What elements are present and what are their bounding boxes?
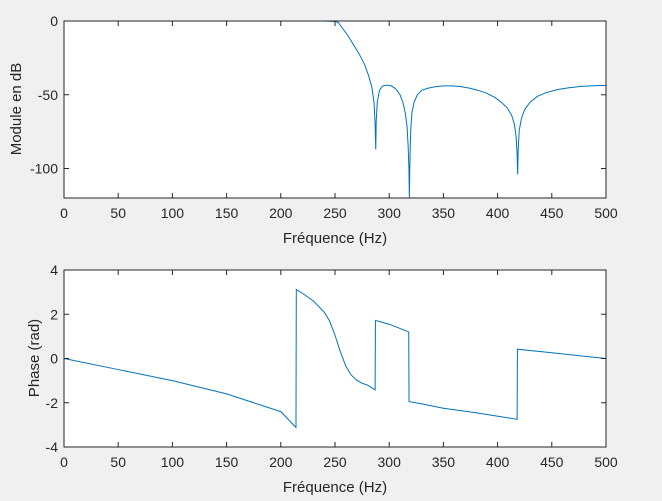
phase-xtick-label: 150 [215, 454, 239, 470]
magnitude-xtick-label: 50 [110, 205, 126, 221]
magnitude-ytick-label: -50 [38, 87, 58, 103]
magnitude-xtick-label: 400 [486, 205, 510, 221]
phase-ytick-label: -4 [46, 439, 59, 455]
phase-ytick-label: -2 [46, 395, 59, 411]
phase-ytick-label: 2 [50, 306, 58, 322]
phase-xtick-label: 350 [432, 454, 456, 470]
magnitude-xtick-label: 0 [60, 205, 68, 221]
magnitude-series-line-0 [64, 21, 606, 198]
magnitude-xtick-label: 250 [323, 205, 347, 221]
phase-xtick-label: 0 [60, 454, 68, 470]
phase-xtick-label: 500 [594, 454, 618, 470]
phase-xtick-label: 100 [161, 454, 185, 470]
magnitude-ticks: 0 50 100 150 200 250 300 350 400 450 500 -100 -50 0 [30, 13, 618, 221]
phase-xtick-label: 400 [486, 454, 510, 470]
phase-ylabel: Phase (rad) [26, 319, 43, 397]
phase-ytick-label: 4 [50, 262, 58, 278]
magnitude-xtick-label: 450 [540, 205, 564, 221]
magnitude-xtick-label: 350 [432, 205, 456, 221]
magnitude-series [64, 21, 606, 198]
phase-xtick-label: 200 [269, 454, 293, 470]
magnitude-axes: 0 50 100 150 200 250 300 350 400 450 500 -100 -50 0 F… [8, 13, 618, 247]
magnitude-plot-area [64, 21, 606, 198]
phase-xlabel: Fréquence (Hz) [283, 479, 387, 496]
magnitude-xtick-label: 300 [378, 205, 402, 221]
phase-series-line-0 [64, 288, 606, 429]
magnitude-xlabel: Fréquence (Hz) [283, 230, 387, 247]
phase-plot-area [64, 270, 606, 447]
phase-ticks: 0 50 100 150 200 250 300 350 400 450 500 -4 -2 0 2 4 [46, 262, 618, 470]
magnitude-ytick-label: -100 [30, 161, 58, 177]
magnitude-ylabel: Module en dB [8, 63, 25, 156]
phase-series [64, 288, 606, 429]
phase-axes: 0 50 100 150 200 250 300 350 400 450 500 -4 -2 0 2 4 Fr… [26, 262, 618, 496]
phase-xtick-label: 450 [540, 454, 564, 470]
phase-ytick-label: 0 [50, 351, 58, 367]
phase-xtick-label: 50 [110, 454, 126, 470]
phase-xtick-label: 250 [323, 454, 347, 470]
magnitude-xtick-label: 150 [215, 205, 239, 221]
magnitude-xtick-label: 100 [161, 205, 185, 221]
phase-xtick-label: 300 [378, 454, 402, 470]
magnitude-xtick-label: 200 [269, 205, 293, 221]
magnitude-ytick-label: 0 [50, 13, 58, 29]
magnitude-xtick-label: 500 [594, 205, 618, 221]
